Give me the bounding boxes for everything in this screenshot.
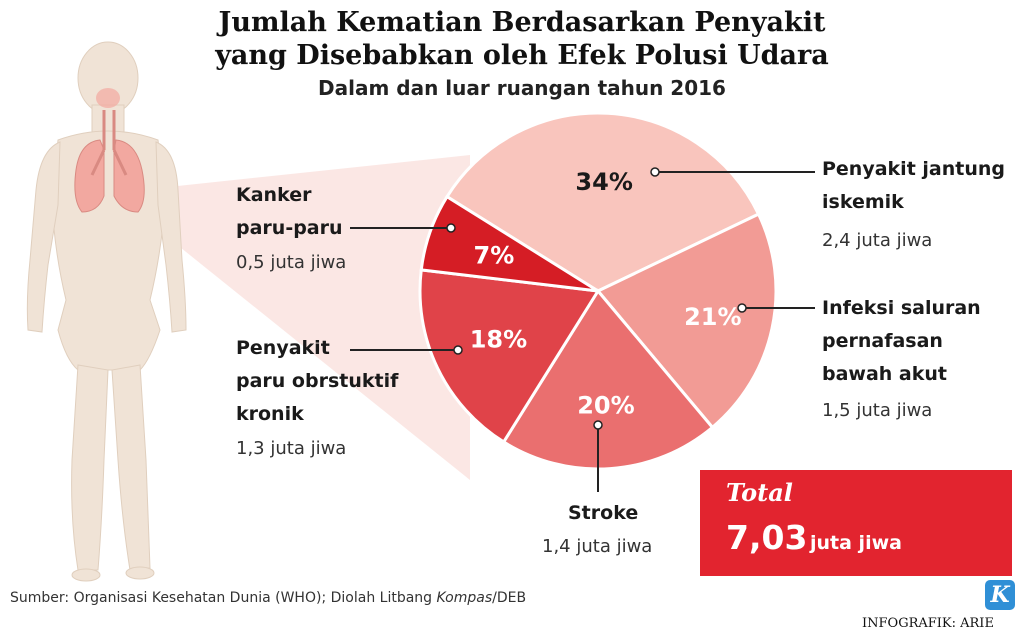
label-kanker-line2: paru-paru <box>236 217 343 239</box>
total-label: Total <box>726 478 793 507</box>
leader-dot-jantung <box>650 167 660 177</box>
label-infeksi-line1: Infeksi saluran <box>822 297 981 319</box>
pie-slice-kanker <box>419 194 599 293</box>
label-ppok-line2: paru obrstuktif <box>236 370 399 392</box>
pie-slice-jantung <box>444 111 761 293</box>
zoom-cone <box>140 155 470 480</box>
label-jantung-line2: iskemik <box>822 191 904 213</box>
pie-slice-stroke <box>501 288 715 471</box>
leader-dot-kanker <box>446 223 456 233</box>
label-stroke: Stroke <box>568 502 639 524</box>
infographic-credit: INFOGRAFIK: ARIE <box>862 616 994 631</box>
label-ppok-line3: kronik <box>236 403 304 425</box>
pie-slice-ppok <box>418 268 601 445</box>
percent-label-infeksi: 21% <box>684 303 741 331</box>
source-note: Sumber: Organisasi Kesehatan Dunia (WHO)… <box>10 590 526 606</box>
value-jantung: 2,4 juta jiwa <box>822 230 933 251</box>
source-prefix: Sumber: Organisasi Kesehatan Dunia (WHO)… <box>10 590 437 606</box>
chart-title-line2: yang Disebabkan oleh Efek Polusi Udara <box>215 40 829 71</box>
chart-title-line1: Jumlah Kematian Berdasarkan Penyakit <box>218 7 826 38</box>
value-infeksi: 1,5 juta jiwa <box>822 400 933 421</box>
leader-dot-stroke <box>593 420 603 430</box>
leader-dot-infeksi <box>737 303 747 313</box>
source-suffix: /DEB <box>492 590 527 606</box>
label-kanker-line1: Kanker <box>236 184 312 206</box>
chart-subtitle: Dalam dan luar ruangan tahun 2016 <box>318 76 726 100</box>
source-italic: Kompas <box>436 590 493 606</box>
percent-label-jantung: 34% <box>575 168 632 196</box>
label-jantung-line1: Penyakit jantung <box>822 158 1005 180</box>
percent-label-stroke: 20% <box>577 392 634 420</box>
total-unit: juta jiwa <box>810 532 902 554</box>
total-box: Total 7,03 juta jiwa <box>700 470 1012 576</box>
kompas-logo-icon: K <box>985 580 1015 610</box>
leader-dot-ppok <box>453 345 463 355</box>
label-infeksi-line2: pernafasan <box>822 330 943 352</box>
lungs-icon <box>74 139 145 213</box>
percent-label-kanker: 7% <box>474 241 515 269</box>
value-kanker: 0,5 juta jiwa <box>236 252 347 273</box>
pie-slice-infeksi <box>595 212 778 430</box>
percent-label-ppok: 18% <box>470 326 527 354</box>
label-infeksi-line3: bawah akut <box>822 363 948 385</box>
value-stroke: 1,4 juta jiwa <box>542 536 653 557</box>
value-ppok: 1,3 juta jiwa <box>236 438 347 459</box>
label-ppok-line1: Penyakit <box>236 337 330 359</box>
total-value: 7,03 <box>726 518 808 557</box>
